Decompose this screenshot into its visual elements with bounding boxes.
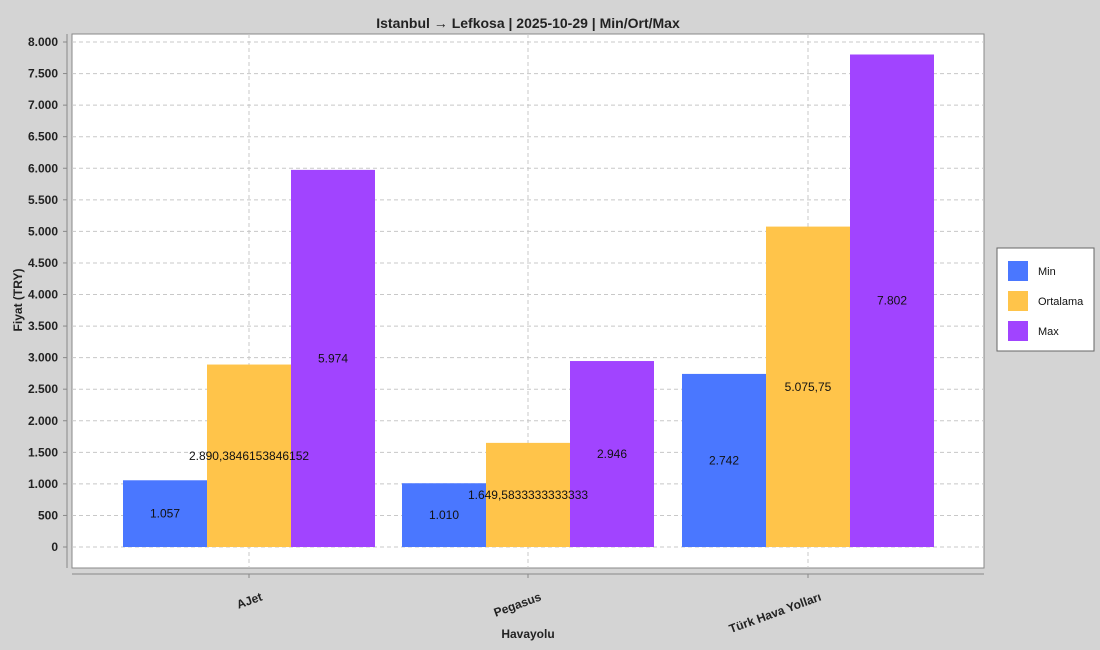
bar-min-2: [682, 373, 766, 547]
data-label: 2.890,3846153846152: [189, 449, 309, 463]
y-tick-label: 8.000: [28, 35, 58, 49]
y-tick-label: 7.500: [28, 67, 58, 81]
y-tick-label: 2.000: [28, 414, 58, 428]
y-tick-label: 1.500: [28, 445, 58, 459]
data-label: 5.974: [318, 351, 348, 365]
data-label: 2.742: [709, 453, 739, 467]
y-tick-label: 5.000: [28, 224, 58, 238]
data-label: 1.649,5833333333333: [468, 488, 588, 502]
data-labels: 1.057 1.010 2.742 2.890,3846153846152 1.649,…: [150, 294, 907, 522]
legend-label-max: Max: [1038, 326, 1059, 338]
data-label: 1.010: [429, 508, 459, 522]
legend-swatch-max: [1008, 321, 1028, 341]
y-tick-label: 3.500: [28, 319, 58, 333]
y-tick-label: 7.000: [28, 98, 58, 112]
y-axis: 0 500 1.000 1.500 2.000 2.500 3.000 3.500 4.000 4…: [28, 34, 68, 568]
y-axis-label: Fiyat (TRY): [11, 269, 25, 332]
chart-title: Istanbul → Lefkosa | 2025-10-29 | Min/Or…: [376, 15, 680, 31]
x-tick-label: AJet: [235, 590, 264, 612]
x-axis-label: Havayolu: [501, 627, 554, 641]
legend-swatch-ortalama: [1008, 291, 1028, 311]
bar-ortalama-0: [207, 364, 291, 547]
x-tick-label: Pegasus: [492, 590, 543, 620]
bar-ortalama-1: [486, 442, 570, 547]
y-tick-label: 4.500: [28, 256, 58, 270]
x-tick-label: Türk Hava Yolları: [727, 590, 823, 636]
y-tick-label: 2.500: [28, 382, 58, 396]
bar-max-1: [570, 361, 654, 547]
y-tick-label: 500: [38, 508, 58, 522]
y-tick-label: 6.000: [28, 161, 58, 175]
y-tick-label: 3.000: [28, 351, 58, 365]
y-tick-label: 5.500: [28, 193, 58, 207]
bar-max-2: [850, 54, 934, 547]
data-label: 2.946: [597, 447, 627, 461]
bars: [123, 54, 934, 548]
bar-max-0: [291, 169, 375, 548]
legend-swatch-min: [1008, 261, 1028, 281]
data-label: 5.075,75: [785, 380, 832, 394]
y-tick-label: 1.000: [28, 477, 58, 491]
y-tick-label: 6.500: [28, 130, 58, 144]
legend-label-ortalama: Ortalama: [1038, 296, 1084, 308]
legend-label-min: Min: [1038, 266, 1056, 278]
y-tick-label: 0: [51, 540, 58, 554]
data-label: 1.057: [150, 507, 180, 521]
bar-min-1: [402, 483, 486, 547]
bar-ortalama-2: [766, 226, 850, 548]
bar-min-0: [123, 480, 207, 547]
y-tick-label: 4.000: [28, 288, 58, 302]
data-label: 7.802: [877, 294, 907, 308]
legend: Min Ortalama Max: [996, 247, 1095, 352]
